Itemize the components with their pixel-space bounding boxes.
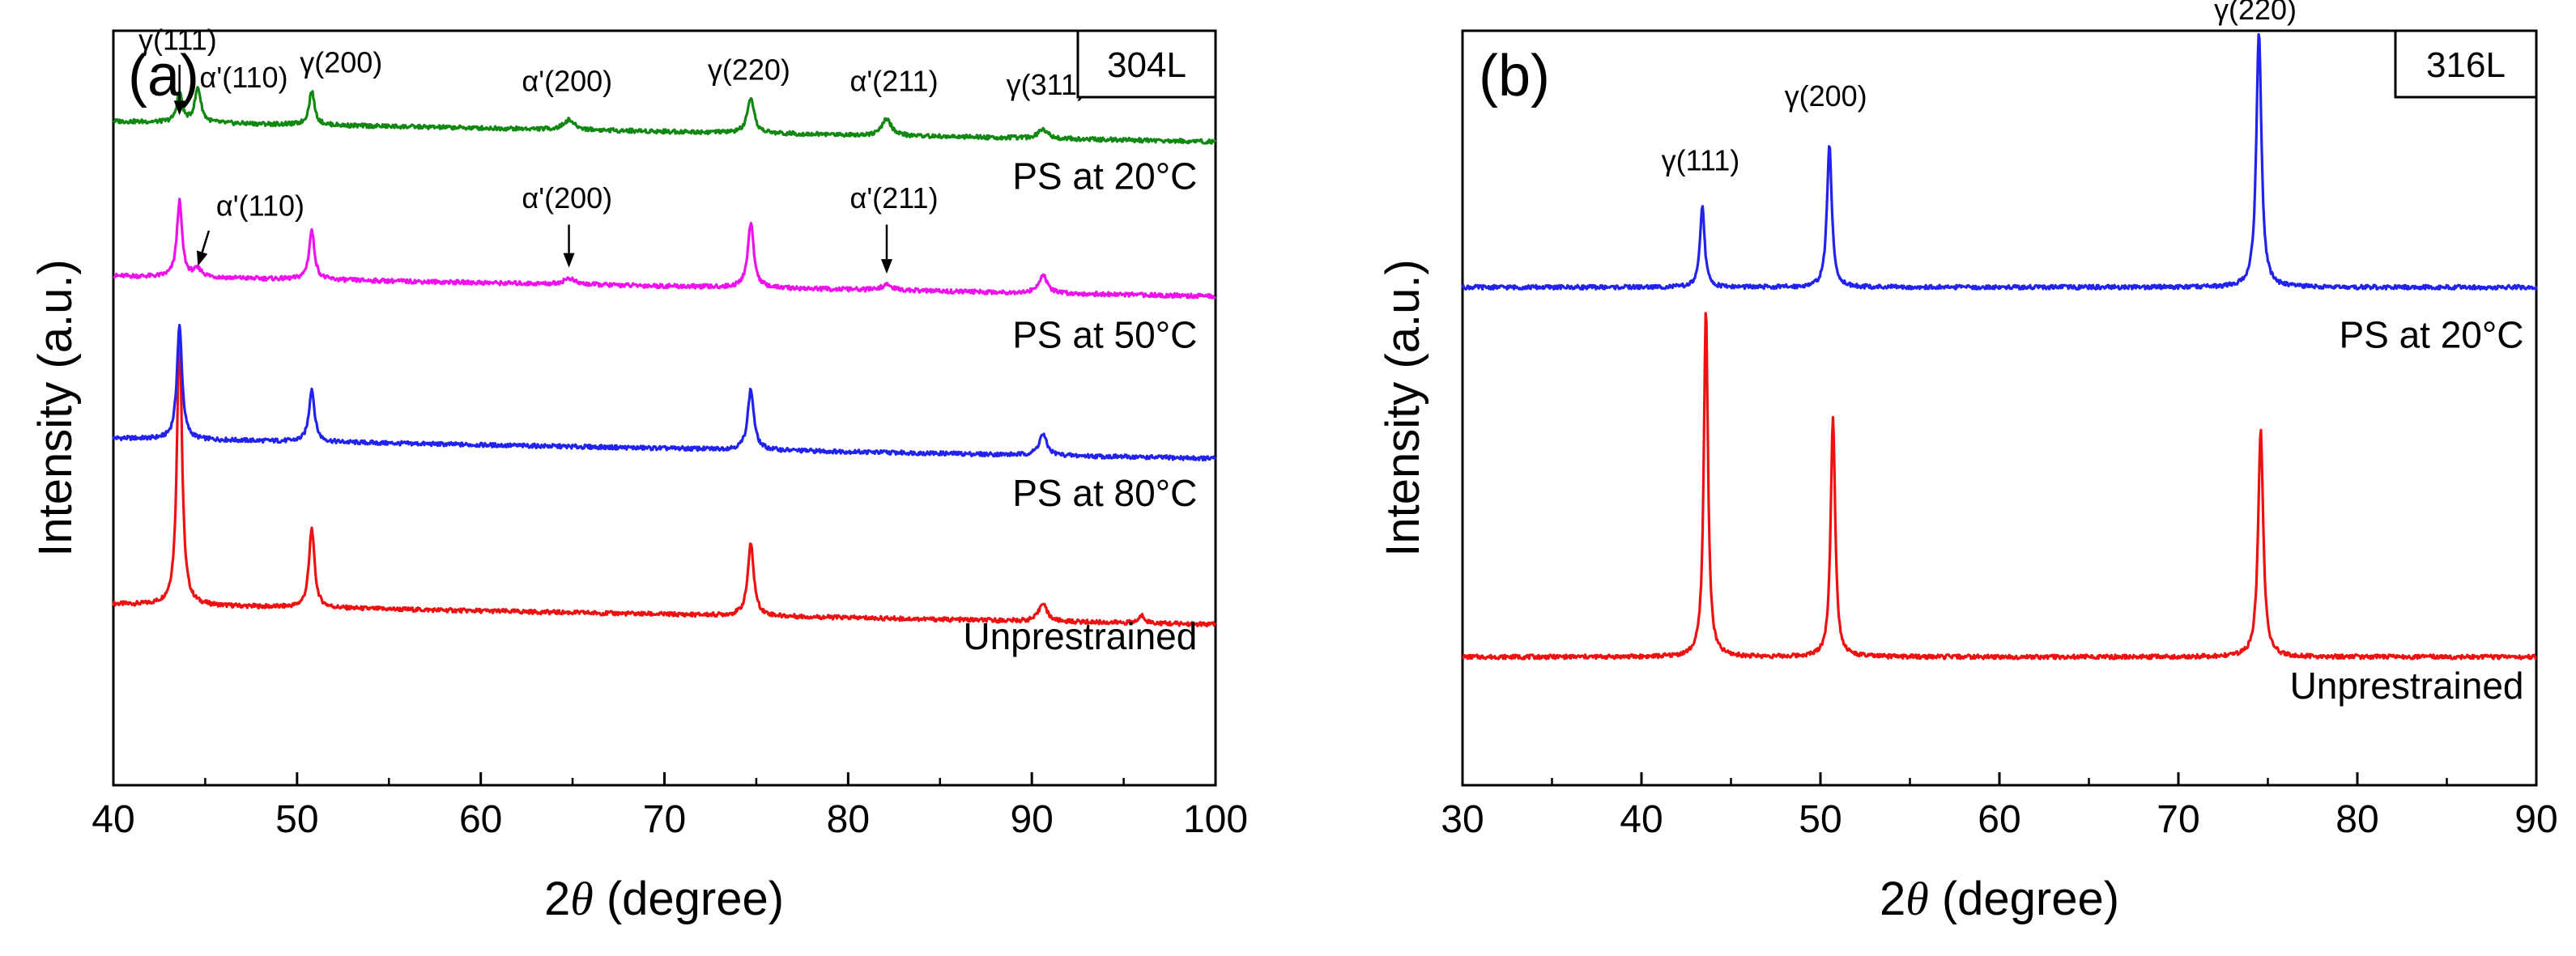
peak-arrowhead-a-1 bbox=[196, 250, 208, 266]
x-axis-label-a: 2θ (degree) bbox=[544, 873, 784, 925]
peak-label-a-8: α'(200) bbox=[522, 181, 612, 215]
x-tick-label-b-30: 30 bbox=[1441, 798, 1484, 841]
x-axis-label-suffix-b: (degree) bbox=[1929, 873, 2119, 925]
peak-label-b-1: γ(200) bbox=[1785, 79, 1867, 113]
x-tick-label-b-90: 90 bbox=[2514, 798, 2557, 841]
x-tick-label-a-100: 100 bbox=[1183, 798, 1248, 841]
x-axis-ticks-b: 30 40 50 60 70 80 90 bbox=[1441, 772, 2558, 841]
panel-letter-b: (b) bbox=[1479, 44, 1550, 108]
x-axis-label-symbol-b: θ bbox=[1905, 873, 1929, 925]
series-line-b-ps-at-20-c bbox=[1461, 32, 2538, 291]
peak-label-a-0: γ(111) bbox=[138, 23, 217, 56]
peak-arrowhead-a-3 bbox=[880, 259, 892, 274]
panel-letter-a: (a) bbox=[128, 44, 199, 108]
alloy-label-box-b bbox=[2394, 29, 2538, 99]
x-tick-label-b-80: 80 bbox=[2335, 798, 2378, 841]
alloy-label-box-a bbox=[1076, 29, 1217, 99]
peak-arrowhead-a-0 bbox=[173, 100, 185, 116]
panel-a: Unprestrained PS at 80°C PS at 50°C PS at 2… bbox=[29, 23, 1248, 925]
peak-label-a-3: α'(200) bbox=[522, 65, 612, 98]
series-line-b-unprestrained bbox=[1462, 312, 2537, 661]
series-label-a-ps-at-80-c: PS at 80°C bbox=[1012, 472, 1197, 514]
x-axis-label-b: 2θ (degree) bbox=[1880, 873, 2119, 925]
series-label-a-unprestrained: Unprestrained bbox=[963, 615, 1197, 657]
peak-label-a-7: α'(110) bbox=[216, 189, 304, 222]
alloy-label-a: 304L bbox=[1107, 45, 1186, 85]
y-axis-label-a: Intensity (a.u.) bbox=[29, 259, 82, 556]
peak-label-a-9: α'(211) bbox=[850, 181, 939, 215]
series-layer-b bbox=[1461, 32, 2538, 661]
x-tick-label-b-60: 60 bbox=[1978, 798, 2020, 841]
peak-label-a-6: γ(311) bbox=[1007, 68, 1087, 101]
peak-label-a-2: γ(200) bbox=[300, 45, 382, 79]
peak-label-a-5: α'(211) bbox=[850, 65, 939, 98]
peak-label-b-2: γ(220) bbox=[2214, 0, 2297, 26]
x-tick-label-b-50: 50 bbox=[1799, 798, 1842, 841]
y-axis-label-b: Intensity (a.u.) bbox=[1377, 259, 1429, 556]
x-tick-label-a-40: 40 bbox=[92, 798, 134, 841]
x-tick-label-a-60: 60 bbox=[459, 798, 502, 841]
peak-arrowhead-a-2 bbox=[563, 253, 575, 268]
annotation-layer-a: Unprestrained PS at 80°C PS at 50°C PS at 2… bbox=[138, 23, 1197, 657]
series-line-a-ps-at-50-c bbox=[113, 198, 1217, 300]
panel-b: Unprestrained PS at 20°C γ(111) γ(200) γ(220… bbox=[1377, 0, 2558, 925]
x-axis-ticks-a: 40 50 60 70 80 90 100 bbox=[92, 772, 1248, 841]
series-layer-a bbox=[112, 86, 1217, 628]
x-tick-label-b-40: 40 bbox=[1620, 798, 1663, 841]
peak-label-b-0: γ(111) bbox=[1662, 143, 1740, 176]
series-label-b-ps-at-20-c: PS at 20°C bbox=[2339, 313, 2523, 355]
x-axis-label-prefix-b: 2 bbox=[1880, 873, 1905, 925]
series-label-a-ps-at-50-c: PS at 50°C bbox=[1012, 313, 1197, 355]
peak-label-a-4: γ(220) bbox=[708, 53, 790, 87]
x-tick-label-a-80: 80 bbox=[827, 798, 870, 841]
plot-frame-a bbox=[112, 29, 1217, 787]
x-axis-label-prefix-a: 2 bbox=[544, 873, 570, 925]
x-axis-label-symbol-a: θ bbox=[570, 873, 594, 925]
series-label-b-unprestrained: Unprestrained bbox=[2290, 665, 2524, 707]
x-tick-label-a-90: 90 bbox=[1010, 798, 1053, 841]
series-line-a-unprestrained bbox=[112, 326, 1217, 628]
x-tick-label-b-70: 70 bbox=[2157, 798, 2199, 841]
alloy-label-b: 316L bbox=[2426, 45, 2506, 85]
series-line-a-ps-at-20-c bbox=[113, 86, 1217, 145]
x-axis-label-suffix-a: (degree) bbox=[594, 873, 784, 925]
series-line-a-ps-at-80-c bbox=[112, 324, 1217, 462]
x-tick-label-a-70: 70 bbox=[643, 798, 686, 841]
peak-label-a-1: α'(110) bbox=[200, 61, 288, 94]
x-tick-label-a-50: 50 bbox=[275, 798, 318, 841]
annotation-layer-b: Unprestrained PS at 20°C γ(111) γ(200) γ(220… bbox=[1662, 0, 2524, 707]
series-label-a-ps-at-20-c: PS at 20°C bbox=[1012, 155, 1197, 198]
peak-arrow-a-1 bbox=[201, 230, 211, 253]
